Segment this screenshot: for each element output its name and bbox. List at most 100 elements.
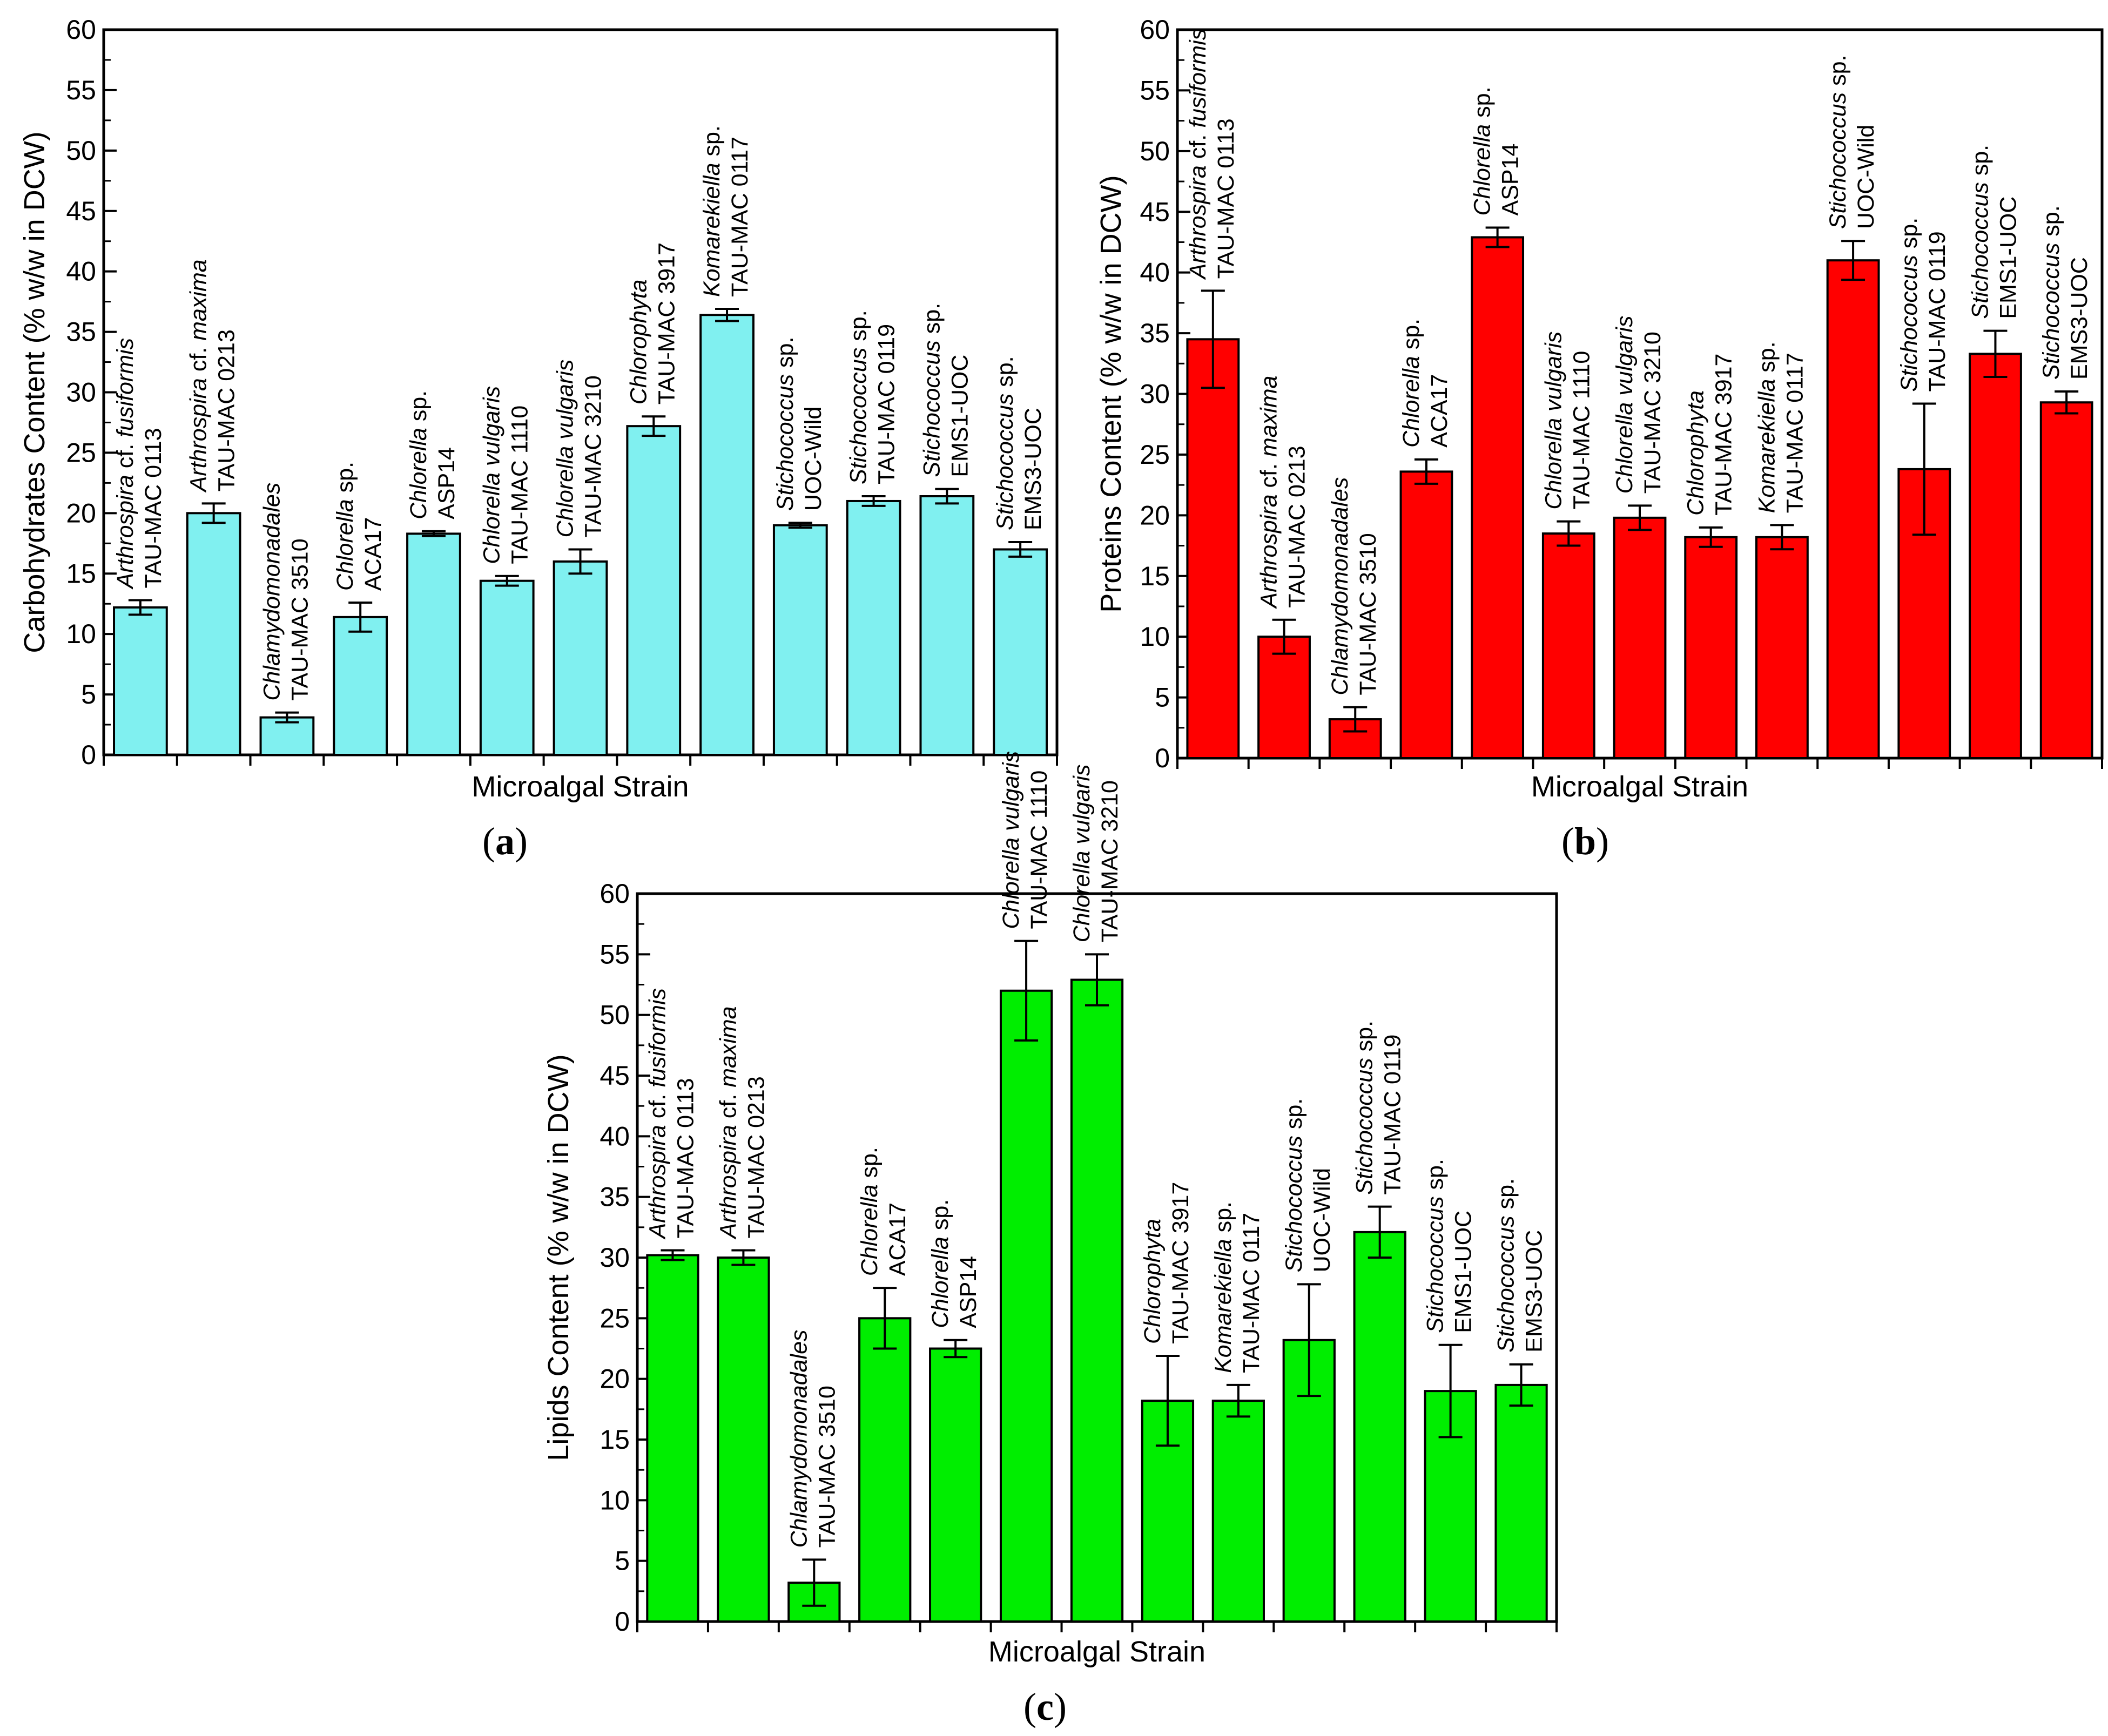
bar-label-species: Stichococcus sp. <box>846 310 872 484</box>
bar-label-strain: TAU-MAC 0213 <box>214 329 240 491</box>
bar-label: ChlamydomonadalesTAU-MAC 3510 <box>1327 477 1381 695</box>
bar-label-strain: ACA17 <box>1426 374 1452 448</box>
bar-label-species: Chlorella vulgaris <box>998 751 1024 929</box>
bar-label: ChlamydomonadalesTAU-MAC 3510 <box>786 1329 840 1548</box>
species-name: Stichococcus <box>1423 1196 1449 1333</box>
bar-label-species: Stichococcus sp. <box>1281 1098 1307 1273</box>
bar <box>999 989 1053 1623</box>
species-name: Stichococcus <box>1825 92 1851 229</box>
bar-label-strain: TAU-MAC 0113 <box>672 1078 698 1238</box>
species-qualifier: sp. <box>1825 55 1851 92</box>
species-qualifier: sp. <box>992 356 1018 393</box>
y-tick-label: 40 <box>66 256 96 287</box>
bar-label: Arthrospira cf. maximaTAU-MAC 0213 <box>1256 376 1310 610</box>
species-qualifier: sp. <box>1352 1021 1378 1058</box>
y-tick-label: 25 <box>66 437 96 468</box>
y-tick-label: 60 <box>1140 15 1170 45</box>
bar-label-species: Chlorophyta <box>1140 1219 1166 1344</box>
bar-label-species: Stichococcus sp. <box>1423 1159 1449 1333</box>
species-name: Chlorophyta <box>625 279 651 404</box>
panel-label-close: ) <box>1054 1685 1067 1728</box>
bar-label-strain: TAU-MAC 1110 <box>507 406 533 564</box>
species-qualifier: sp. <box>1423 1159 1449 1196</box>
species-qualifier: sp. <box>1967 145 1993 182</box>
bar-label-strain: ACA17 <box>360 517 386 591</box>
y-tick-label: 35 <box>600 1182 630 1212</box>
y-tick-label: 10 <box>1140 622 1170 652</box>
bar-label-species: Chlamydomonadales <box>1327 477 1353 695</box>
species-name: Stichococcus <box>846 348 872 484</box>
species-name: Komarekiella <box>1210 1239 1236 1373</box>
chart-panel-b: 0 5 10 15 20 25 30 35 40 45 50 55 60 Arthrospira cf. … <box>1095 15 2104 863</box>
species-qualifier: cf. <box>186 341 212 378</box>
bar-label: Chlorella sp.ASP14 <box>1470 86 1524 215</box>
x-axis-title: Microalgal Strain <box>1531 771 1748 803</box>
bar-label-strain: TAU-MAC 0119 <box>874 324 900 484</box>
species-name: Stichococcus <box>772 374 798 511</box>
bar-label-strain: TAU-MAC 3210 <box>1640 332 1666 494</box>
bar <box>259 716 315 756</box>
y-tick-label: 30 <box>66 377 96 408</box>
bar-label-strain: TAU-MAC 0117 <box>1238 1213 1264 1373</box>
bar-label-strain: ASP14 <box>1498 144 1524 216</box>
panel-label-open: ( <box>482 820 495 863</box>
y-tick-label: 15 <box>600 1424 630 1455</box>
species-qualifier: sp. <box>332 462 358 499</box>
bar <box>626 425 682 756</box>
bar-label: Chlorella vulgarisTAU-MAC 1110 <box>998 751 1052 929</box>
bar-label-species: Stichococcus sp. <box>919 303 945 477</box>
bar-label-strain: EMS3-UOC <box>1020 408 1046 530</box>
species-qualifier: sp. <box>927 1199 953 1237</box>
species-qualifier: cf. <box>112 437 138 475</box>
bar-label-species: Arthrospira cf. maxima <box>715 1006 741 1240</box>
species-name: Chlorella <box>406 428 432 519</box>
bar-label-strain: TAU-MAC 3210 <box>581 375 607 537</box>
bar-label-strain: TAU-MAC 0119 <box>1380 1035 1406 1195</box>
bar <box>1755 536 1809 759</box>
bar-label: Chlorella vulgarisTAU-MAC 3210 <box>1069 765 1123 943</box>
bar-label: Arthrospira cf. fusiformisTAU-MAC 0113 <box>112 338 166 590</box>
bar <box>993 548 1048 756</box>
species-name: Chlamydomonadales <box>786 1329 812 1548</box>
bar-label: Chlorella vulgarisTAU-MAC 1110 <box>1540 332 1594 510</box>
bar-label-species: Stichococcus sp. <box>1825 55 1851 229</box>
chart-panel-c: 0 5 10 15 20 25 30 35 40 45 50 55 60 Arthrospira cf. … <box>542 751 1558 1728</box>
species-name: Chlorella <box>1398 356 1424 448</box>
bar <box>717 1257 770 1623</box>
bar-label-strain: EMS1-UOC <box>1995 197 2021 319</box>
bar <box>929 1347 982 1623</box>
bar-label-species: Chlorella vulgaris <box>1612 316 1638 494</box>
bar-label-strain: UOC-Wild <box>1853 125 1879 229</box>
bar-label-strain: TAU-MAC 3510 <box>287 538 313 700</box>
bar-label-species: Chlorella sp. <box>1470 86 1496 215</box>
bar-label: Stichococcus sp.EMS1-UOC <box>1423 1159 1477 1333</box>
bar <box>1257 636 1311 759</box>
species-name: Arthrospira <box>715 1125 741 1240</box>
bar <box>699 314 755 756</box>
y-tick-label: 5 <box>1155 683 1170 713</box>
species-name: Chlorella vulgaris <box>553 360 578 538</box>
bar-label: Stichococcus sp.EMS3-UOC <box>1493 1178 1547 1353</box>
bar-label: Stichococcus sp.UOC-Wild <box>1825 55 1879 229</box>
bar-label-strain: TAU-MAC 3917 <box>1168 1182 1194 1344</box>
bar-label-species: Arthrospira cf. fusiformis <box>644 988 670 1240</box>
y-tick-label: 10 <box>600 1485 630 1515</box>
panel-label: (c) <box>1023 1685 1067 1728</box>
bar-label: Stichococcus sp.EMS1-UOC <box>919 303 973 477</box>
y-tick-label: 45 <box>600 1060 630 1091</box>
bar-label-species: Komarekiella sp. <box>1754 341 1780 513</box>
bar-label: Stichococcus sp.EMS3-UOC <box>992 356 1046 530</box>
species-epithet: fusiformis <box>1185 29 1211 128</box>
y-tick-label: 45 <box>1140 197 1170 227</box>
species-qualifier: sp. <box>919 303 945 340</box>
species-name: Chlorella vulgaris <box>1069 765 1095 943</box>
bar-label-strain: TAU-MAC 0113 <box>1213 118 1239 279</box>
species-name: Stichococcus <box>2038 243 2064 380</box>
species-name: Arthrospira <box>1185 165 1211 280</box>
species-name: Chlamydomonadales <box>1327 477 1353 695</box>
bar-label-strain: TAU-MAC 3917 <box>654 242 679 404</box>
bar-label-species: Chlamydomonadales <box>259 483 285 701</box>
bar-label: Stichococcus sp.TAU-MAC 0119 <box>846 310 900 484</box>
bar-label-species: Stichococcus sp. <box>772 337 798 511</box>
